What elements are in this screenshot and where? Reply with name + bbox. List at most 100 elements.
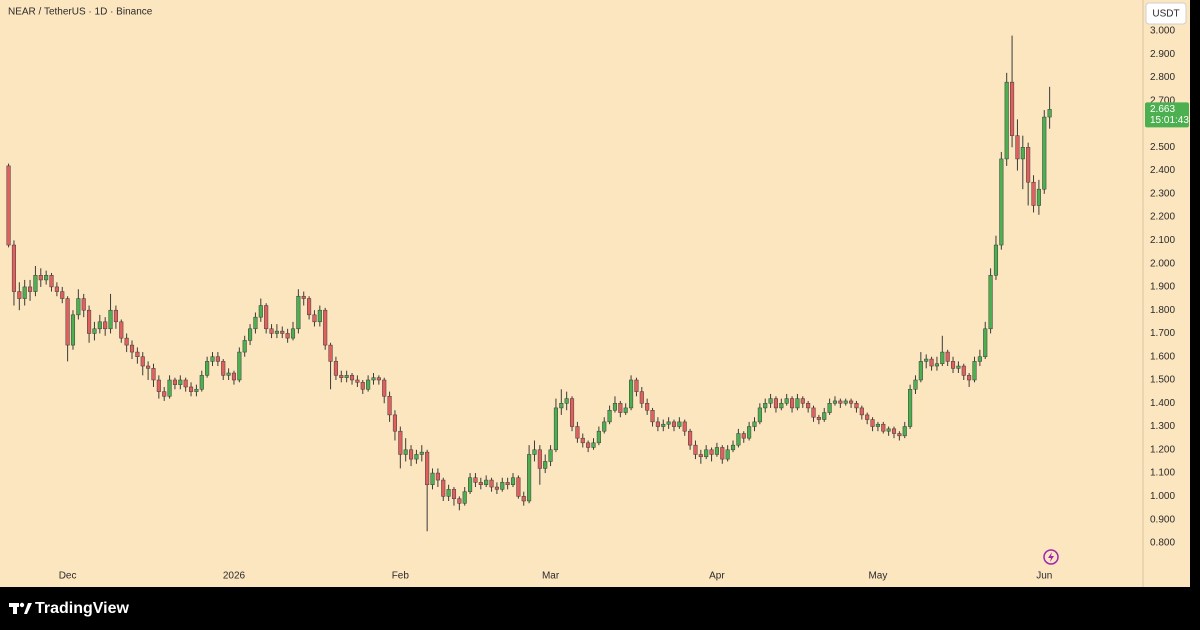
- candle-body: [430, 472, 435, 485]
- candle-body: [344, 375, 349, 378]
- candle-body: [682, 421, 687, 432]
- candle-body: [1047, 109, 1052, 118]
- candle-body: [591, 442, 596, 448]
- candle-body: [634, 379, 639, 392]
- candle-body: [248, 328, 253, 341]
- candle-body: [280, 330, 285, 334]
- candle-body: [70, 314, 76, 346]
- candle-body: [945, 351, 950, 362]
- lightning-icon[interactable]: [1043, 549, 1059, 565]
- candle-body: [167, 379, 172, 397]
- candle-body: [1015, 135, 1020, 160]
- candle-body: [832, 400, 838, 404]
- candle-body: [307, 298, 312, 316]
- y-tick-label: 0.900: [1150, 514, 1175, 525]
- candle-body: [468, 477, 473, 492]
- candle-body: [317, 309, 322, 323]
- y-tick-label: 2.200: [1150, 212, 1175, 223]
- candle-body: [162, 391, 167, 397]
- candle-body: [425, 451, 430, 485]
- candle-body: [891, 428, 897, 434]
- candle-body: [666, 421, 671, 425]
- candle-body: [516, 477, 521, 497]
- candle-body: [790, 398, 795, 409]
- candle-body: [414, 454, 419, 460]
- candle-body: [849, 400, 854, 404]
- candle-body: [103, 321, 108, 330]
- candle-body: [478, 482, 483, 485]
- x-tick-label: Mar: [542, 571, 560, 582]
- candle-body: [398, 430, 403, 455]
- candle-body: [940, 351, 945, 364]
- candle-body: [972, 361, 977, 381]
- candle-body: [623, 407, 628, 413]
- currency-button[interactable]: [1145, 2, 1187, 25]
- candle-body: [1036, 188, 1041, 206]
- candle-body: [671, 421, 677, 427]
- candle-body: [714, 447, 719, 455]
- candle-body: [537, 449, 542, 469]
- candle-body: [366, 379, 371, 390]
- candle-body: [838, 400, 843, 404]
- candle-body: [387, 396, 392, 416]
- candle-body: [629, 379, 634, 409]
- candle-body: [146, 365, 151, 369]
- candle-body: [285, 333, 290, 339]
- candle-body: [253, 316, 258, 330]
- y-tick-label: 2.300: [1150, 188, 1175, 199]
- candle-body: [1004, 81, 1009, 160]
- candle-body: [827, 403, 832, 413]
- candle-body: [736, 433, 741, 446]
- candle-body: [929, 358, 934, 367]
- y-tick-label: 3.000: [1150, 26, 1175, 37]
- candle-body: [194, 389, 199, 392]
- candle-body: [698, 454, 703, 458]
- candle-body: [816, 416, 821, 420]
- candle-body: [843, 400, 848, 404]
- candle-body: [784, 398, 789, 404]
- candle-body: [264, 305, 269, 330]
- candle-body: [661, 423, 666, 427]
- candle-body: [65, 298, 70, 346]
- candle-body: [323, 309, 328, 346]
- countdown-label: 15:01:43: [1150, 115, 1189, 126]
- candle-body: [17, 291, 22, 299]
- chart-title: NEAR / TetherUS · 1D · Binance: [8, 7, 153, 18]
- brand-name: TradingView: [35, 600, 130, 617]
- candle-body: [290, 328, 296, 339]
- candle-body: [961, 365, 966, 376]
- candle-body: [897, 433, 902, 437]
- candle-body: [575, 426, 580, 439]
- candle-body: [108, 309, 113, 330]
- candle-body: [1010, 81, 1015, 136]
- candle-body: [639, 391, 644, 404]
- candle-body: [811, 407, 816, 418]
- last-price-label: 2.663: [1150, 104, 1175, 115]
- candle-body: [76, 298, 81, 316]
- y-tick-label: 2.700: [1150, 95, 1175, 106]
- candle-body: [441, 479, 446, 497]
- candle-body: [210, 356, 215, 362]
- candle-body: [564, 398, 569, 404]
- candle-body: [677, 421, 682, 427]
- candle-body: [28, 286, 33, 292]
- candle-body: [725, 449, 730, 460]
- candle-body: [950, 361, 956, 369]
- candle-body: [156, 379, 161, 392]
- candle-body: [806, 403, 811, 409]
- y-tick-label: 1.200: [1150, 444, 1175, 455]
- candle-body: [543, 461, 548, 469]
- candle-body: [988, 275, 993, 330]
- brand-logo: [9, 602, 32, 614]
- candle-body: [704, 449, 709, 458]
- y-tick-label: 1.500: [1150, 375, 1175, 386]
- candle-body: [859, 407, 864, 416]
- candle-body: [527, 454, 532, 502]
- y-tick-label: 1.000: [1150, 491, 1175, 502]
- candle-body: [403, 449, 408, 455]
- candle-body: [618, 403, 623, 413]
- y-tick-label: 1.700: [1150, 328, 1175, 339]
- candle-body: [607, 409, 612, 423]
- candle-body: [33, 275, 38, 292]
- candle-body: [752, 421, 757, 427]
